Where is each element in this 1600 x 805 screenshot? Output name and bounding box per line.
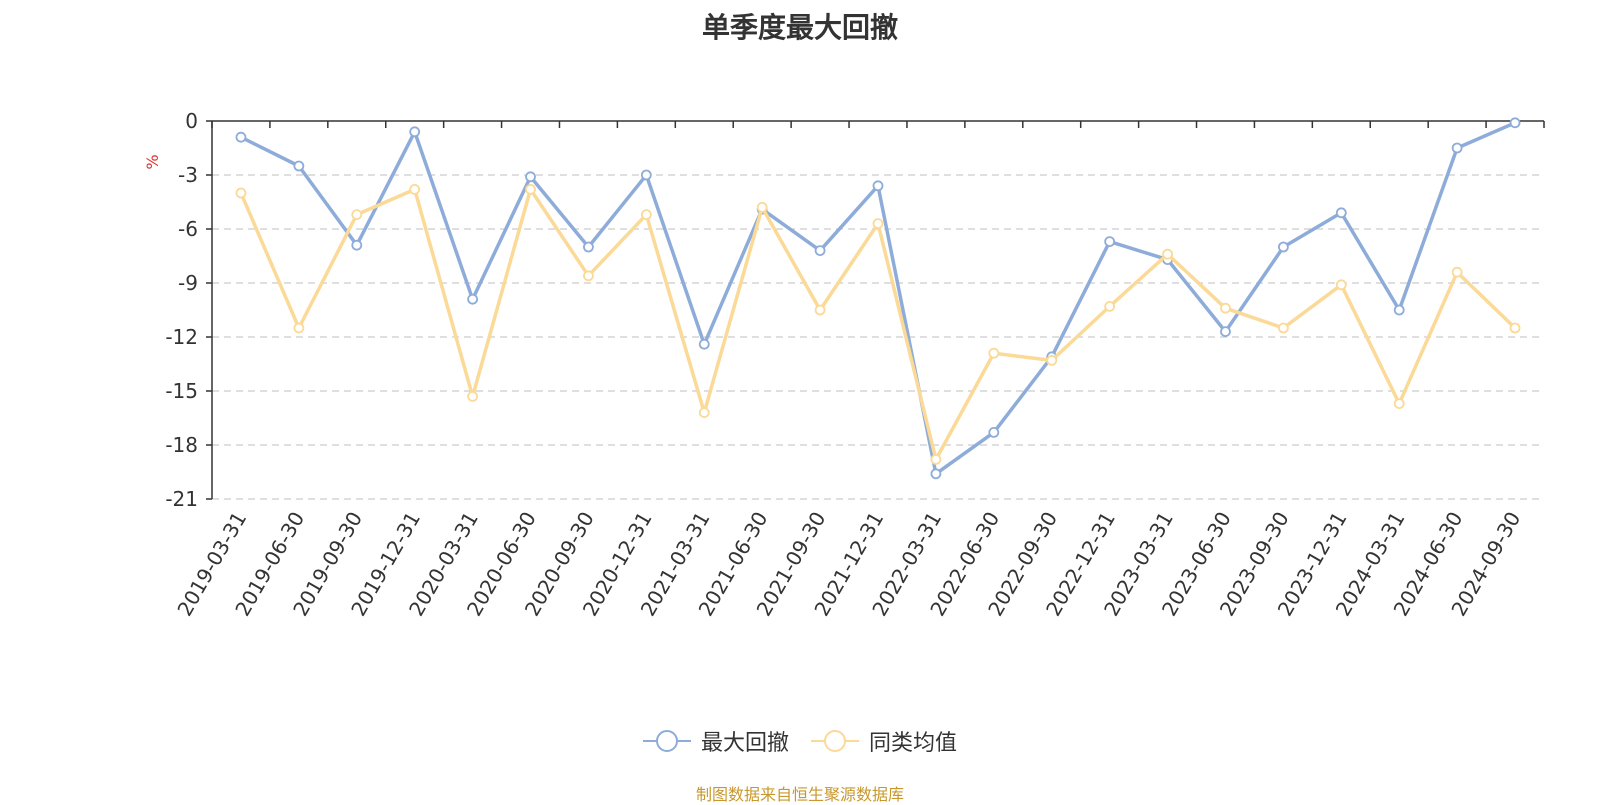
data-point-1 <box>756 201 768 213</box>
data-point-0 <box>872 180 884 192</box>
data-point-0 <box>988 426 1000 438</box>
data-point-1 <box>698 407 710 419</box>
legend-item-max-drawdown[interactable]: 最大回撤 <box>642 725 789 757</box>
y-tick-label: -15 <box>165 379 198 403</box>
data-point-0 <box>1451 142 1463 154</box>
legend-label-max-drawdown: 最大回撤 <box>700 731 789 756</box>
data-point-0 <box>814 245 826 257</box>
data-point-1 <box>1220 302 1231 314</box>
data-point-0 <box>1277 241 1289 253</box>
data-point-0 <box>235 131 247 143</box>
y-axis-label: % <box>143 154 162 169</box>
y-tick-label: -6 <box>178 217 198 241</box>
data-point-0 <box>1335 207 1347 219</box>
data-point-1 <box>930 453 942 465</box>
y-tick-label: -12 <box>165 325 198 349</box>
legend-swatch-max-drawdown-icon <box>642 730 691 752</box>
data-point-1 <box>1104 300 1116 312</box>
data-point-1 <box>351 209 363 221</box>
series-line-1 <box>239 187 1517 462</box>
data-point-1 <box>1451 266 1463 278</box>
data-point-0 <box>583 241 594 253</box>
data-point-0 <box>1393 304 1405 316</box>
data-point-0 <box>698 338 710 350</box>
data-point-0 <box>1104 236 1116 248</box>
data-point-1 <box>1335 279 1347 291</box>
data-point-1 <box>467 390 479 402</box>
data-point-1 <box>1277 322 1289 334</box>
data-point-0 <box>930 468 942 480</box>
y-tick-label: 0 <box>185 109 198 133</box>
data-point-0 <box>1509 117 1521 129</box>
data-point-1 <box>640 209 652 221</box>
data-point-1 <box>525 183 536 195</box>
data-point-1 <box>1393 398 1405 410</box>
data-point-0 <box>467 293 479 305</box>
y-tick-label: -18 <box>165 433 198 457</box>
data-point-1 <box>1509 322 1521 334</box>
data-point-1 <box>583 270 594 282</box>
legend-swatch-peer-average-icon <box>811 730 859 752</box>
data-point-1 <box>293 322 305 334</box>
data-point-0 <box>409 126 421 138</box>
y-tick-label: -21 <box>165 487 198 511</box>
legend-item-peer-average[interactable]: 同类均值 <box>811 725 957 757</box>
data-point-0 <box>351 239 363 251</box>
data-point-0 <box>293 160 305 172</box>
data-point-0 <box>525 171 536 183</box>
axes: 0-3-6-9-12-15-18-212019-03-312019-06-302… <box>143 109 1545 620</box>
data-point-1 <box>1046 354 1058 366</box>
legend: 最大回撤 同类均值 <box>0 723 1600 759</box>
data-point-1 <box>235 187 247 199</box>
data-point-1 <box>409 183 421 195</box>
data-point-0 <box>640 169 652 181</box>
data-point-0 <box>1220 326 1231 338</box>
data-point-1 <box>872 218 884 230</box>
y-tick-label: -9 <box>178 271 198 295</box>
legend-label-peer-average: 同类均值 <box>869 731 958 756</box>
y-tick-label: -3 <box>178 163 198 187</box>
data-point-1 <box>1162 248 1173 260</box>
series-layer <box>235 117 1521 480</box>
data-point-1 <box>814 304 826 316</box>
data-point-1 <box>988 347 1000 359</box>
chart-title: 单季度最大回撤 <box>701 11 898 44</box>
data-source-note: 制图数据来自恒生聚源数据库 <box>695 785 904 804</box>
